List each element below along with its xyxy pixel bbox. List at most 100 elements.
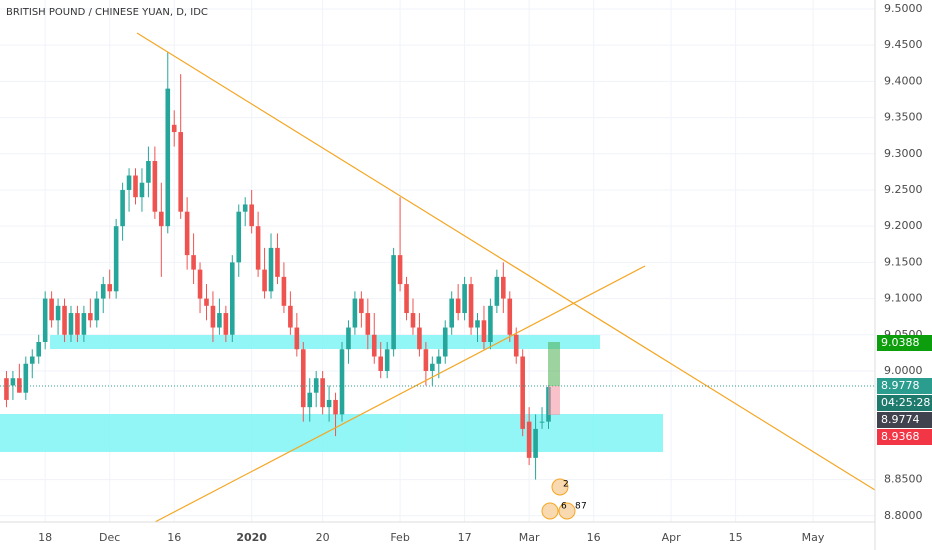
candle-body <box>100 284 106 299</box>
candle-body <box>520 356 525 429</box>
candle-body <box>359 298 364 314</box>
candle-body <box>249 204 254 227</box>
candle-body <box>81 313 87 335</box>
x-tick-label: 20 <box>316 531 330 544</box>
candle-body <box>165 88 171 227</box>
candle-body <box>320 378 325 408</box>
candle-body <box>120 189 125 227</box>
candle-body <box>133 175 138 198</box>
y-tick-label: 9.2500 <box>884 183 923 196</box>
x-tick-label: Feb <box>390 531 409 544</box>
candle-body <box>49 298 54 321</box>
event-flag <box>551 478 569 496</box>
candles <box>4 52 551 480</box>
candle-body <box>501 276 506 299</box>
candle-body <box>333 399 338 415</box>
event-count: 2 <box>563 480 569 490</box>
candle-body <box>23 363 29 393</box>
position-profit <box>548 342 560 386</box>
x-tick-label: Apr <box>662 531 682 544</box>
candle-body <box>75 313 80 335</box>
events: 2 6 8 7 <box>541 478 587 520</box>
candle-body <box>275 247 280 277</box>
candle-body <box>455 298 461 314</box>
candle-body <box>339 349 345 415</box>
axes: 8.80008.85009.00009.05009.10009.15009.20… <box>38 2 932 544</box>
trend-line-up <box>154 265 646 523</box>
y-tick-label: 9.4500 <box>884 38 923 51</box>
event-count: 7 <box>581 502 587 512</box>
price-tag <box>877 412 932 428</box>
candle-body <box>171 124 177 133</box>
y-tick-label: 9.3000 <box>884 147 923 160</box>
price-tag-label: 9.0388 <box>881 336 920 349</box>
candle-body <box>397 255 403 285</box>
candle-body <box>62 305 67 335</box>
x-tick-label: 2020 <box>236 531 267 544</box>
x-tick-label: Dec <box>99 531 120 544</box>
candle-body <box>494 276 500 306</box>
y-tick-label: 9.1000 <box>884 292 923 305</box>
candle-body <box>404 284 409 314</box>
candle-body <box>146 161 151 183</box>
candle-body <box>197 269 203 299</box>
candle-body <box>488 305 493 343</box>
y-tick-label: 9.2000 <box>884 219 923 232</box>
candle-body <box>307 392 313 408</box>
resistance-zone <box>50 335 600 349</box>
candle-body <box>475 320 480 328</box>
candle-body <box>242 204 248 212</box>
price-tag <box>877 378 932 394</box>
y-tick-label: 9.4000 <box>884 74 923 87</box>
price-tag-label: 8.9778 <box>881 379 920 392</box>
candle-body <box>223 313 229 335</box>
candle-body <box>481 320 487 343</box>
candle-body <box>352 298 358 328</box>
event-count: 8 <box>575 502 581 512</box>
candle-body <box>55 305 61 321</box>
candle-body <box>210 305 216 328</box>
candle-body <box>468 284 474 328</box>
candle-body <box>423 349 429 371</box>
chart-title: BRITISH POUND / CHINESE YUAN, D, IDC <box>6 7 208 18</box>
x-tick-label: 17 <box>458 531 472 544</box>
candle-body <box>94 298 100 321</box>
candle-body <box>217 313 222 328</box>
candle-body <box>346 327 351 350</box>
price-tag-label: 04:25:28 <box>881 396 930 409</box>
candle-body <box>42 298 48 343</box>
price-tag-label: 8.9368 <box>881 430 920 443</box>
x-tick-label: 15 <box>729 531 743 544</box>
support-zone <box>0 414 663 452</box>
y-tick-label: 9.5000 <box>884 2 923 15</box>
candle-body <box>365 313 371 335</box>
candle-body <box>29 356 35 364</box>
candle-body <box>384 349 390 371</box>
x-tick-label: 16 <box>167 531 181 544</box>
candle-body <box>313 378 319 393</box>
y-tick-label: 9.1500 <box>884 255 923 268</box>
candle-body <box>539 421 545 423</box>
candle-body <box>442 327 448 357</box>
price-tag <box>877 335 932 351</box>
candle-body <box>294 327 300 350</box>
candle-body <box>326 399 332 408</box>
event-flag <box>558 502 576 520</box>
candle-body <box>17 378 22 393</box>
candle-body <box>107 284 112 292</box>
price-tag <box>877 395 932 411</box>
candle-body <box>526 421 532 458</box>
candle-body <box>191 255 196 270</box>
y-tick-label: 8.8500 <box>884 473 923 486</box>
candle-body <box>462 284 467 314</box>
x-tick-label: 16 <box>587 531 601 544</box>
y-tick-label: 9.3500 <box>884 111 923 124</box>
candle-body <box>68 313 74 335</box>
x-tick-label: May <box>802 531 825 544</box>
candle-body <box>513 334 519 357</box>
position-loss <box>548 386 560 415</box>
candle-body <box>268 247 274 292</box>
candle-body <box>113 226 119 292</box>
candle-body <box>236 211 242 263</box>
candle-body <box>10 378 16 386</box>
